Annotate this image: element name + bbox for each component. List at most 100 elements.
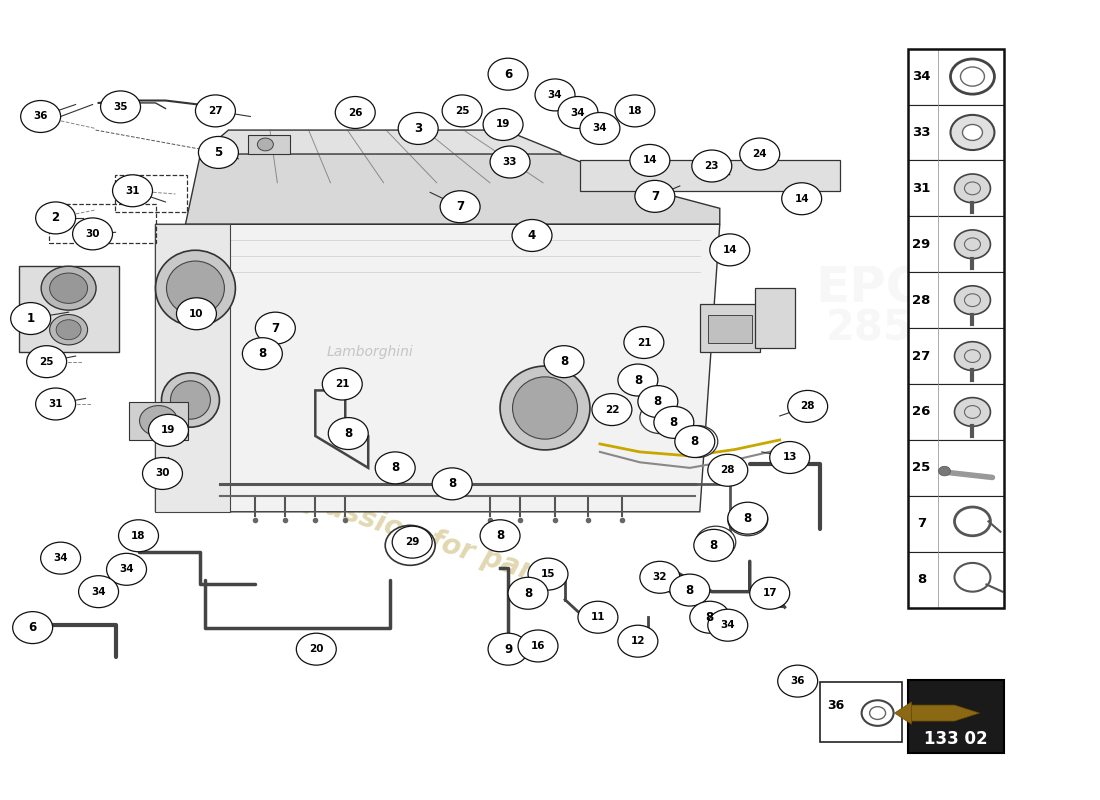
Ellipse shape xyxy=(162,373,219,427)
Circle shape xyxy=(740,138,780,170)
Circle shape xyxy=(35,202,76,234)
Circle shape xyxy=(630,145,670,176)
Ellipse shape xyxy=(166,261,224,315)
FancyBboxPatch shape xyxy=(908,552,1004,608)
Polygon shape xyxy=(700,304,760,352)
Circle shape xyxy=(955,174,990,202)
Circle shape xyxy=(393,526,432,558)
Text: 25: 25 xyxy=(455,106,470,116)
Circle shape xyxy=(385,526,436,566)
Text: 2: 2 xyxy=(52,211,59,225)
Text: 8: 8 xyxy=(258,347,266,360)
Text: 31: 31 xyxy=(48,399,63,409)
Text: 1: 1 xyxy=(26,312,35,325)
Text: 8: 8 xyxy=(392,462,399,474)
Ellipse shape xyxy=(170,381,210,419)
Circle shape xyxy=(674,426,715,458)
Text: 23: 23 xyxy=(704,161,719,171)
Text: 6: 6 xyxy=(29,621,36,634)
Text: 35: 35 xyxy=(113,102,128,112)
Circle shape xyxy=(440,190,480,222)
Text: 8: 8 xyxy=(691,435,698,448)
FancyBboxPatch shape xyxy=(908,161,1004,216)
Circle shape xyxy=(491,146,530,178)
Circle shape xyxy=(578,602,618,633)
Circle shape xyxy=(618,364,658,396)
Text: 8: 8 xyxy=(685,583,694,597)
Circle shape xyxy=(322,368,362,400)
Text: 8: 8 xyxy=(706,610,714,624)
Polygon shape xyxy=(894,702,912,724)
FancyBboxPatch shape xyxy=(908,496,1004,552)
Circle shape xyxy=(678,426,718,458)
Circle shape xyxy=(615,95,654,127)
Circle shape xyxy=(635,180,674,212)
Text: 21: 21 xyxy=(637,338,651,347)
Ellipse shape xyxy=(50,314,88,345)
Circle shape xyxy=(100,91,141,123)
Circle shape xyxy=(938,466,950,476)
Text: Lamborghini: Lamborghini xyxy=(327,345,414,359)
Text: 20: 20 xyxy=(309,644,323,654)
Polygon shape xyxy=(249,135,290,154)
FancyBboxPatch shape xyxy=(908,105,1004,161)
Text: 31: 31 xyxy=(912,182,931,195)
Circle shape xyxy=(750,578,790,610)
Circle shape xyxy=(558,97,598,129)
Circle shape xyxy=(78,576,119,608)
Circle shape xyxy=(788,390,827,422)
Text: 36: 36 xyxy=(33,111,48,122)
Text: 34: 34 xyxy=(912,70,931,83)
Text: 8: 8 xyxy=(344,427,352,440)
Circle shape xyxy=(398,113,438,145)
Circle shape xyxy=(198,137,239,169)
Text: 285: 285 xyxy=(826,307,913,349)
Circle shape xyxy=(782,182,822,214)
Text: 8: 8 xyxy=(524,586,532,600)
Circle shape xyxy=(148,414,188,446)
Circle shape xyxy=(690,602,729,633)
Circle shape xyxy=(242,338,283,370)
Polygon shape xyxy=(155,224,230,512)
Circle shape xyxy=(950,115,994,150)
Text: 18: 18 xyxy=(628,106,642,116)
Polygon shape xyxy=(155,224,719,512)
Text: 9: 9 xyxy=(504,642,513,656)
FancyBboxPatch shape xyxy=(820,682,902,742)
Text: 30: 30 xyxy=(86,229,100,239)
Circle shape xyxy=(955,398,990,426)
Ellipse shape xyxy=(50,273,88,303)
Circle shape xyxy=(176,298,217,330)
Circle shape xyxy=(670,574,710,606)
Text: 36: 36 xyxy=(791,676,805,686)
Text: 10: 10 xyxy=(189,309,204,318)
FancyBboxPatch shape xyxy=(908,440,1004,496)
Text: 7: 7 xyxy=(917,518,926,530)
Text: 21: 21 xyxy=(336,379,350,389)
Text: 28: 28 xyxy=(801,402,815,411)
Bar xyxy=(707,314,751,342)
Ellipse shape xyxy=(500,366,590,450)
Circle shape xyxy=(528,558,568,590)
Circle shape xyxy=(375,452,415,484)
Circle shape xyxy=(640,402,680,434)
Circle shape xyxy=(710,234,750,266)
Text: 34: 34 xyxy=(593,123,607,134)
Circle shape xyxy=(143,458,183,490)
Text: 4: 4 xyxy=(528,229,536,242)
Text: 8: 8 xyxy=(496,530,504,542)
Text: EPC: EPC xyxy=(816,264,923,312)
Text: 29: 29 xyxy=(912,238,931,250)
Text: 25: 25 xyxy=(912,462,931,474)
Text: 8: 8 xyxy=(670,416,678,429)
Text: 3: 3 xyxy=(414,122,422,135)
Circle shape xyxy=(13,612,53,643)
Circle shape xyxy=(432,468,472,500)
Circle shape xyxy=(778,665,817,697)
Circle shape xyxy=(107,554,146,586)
Circle shape xyxy=(694,530,734,562)
Circle shape xyxy=(580,113,620,145)
Text: 8: 8 xyxy=(634,374,642,386)
Circle shape xyxy=(73,218,112,250)
Circle shape xyxy=(336,97,375,129)
